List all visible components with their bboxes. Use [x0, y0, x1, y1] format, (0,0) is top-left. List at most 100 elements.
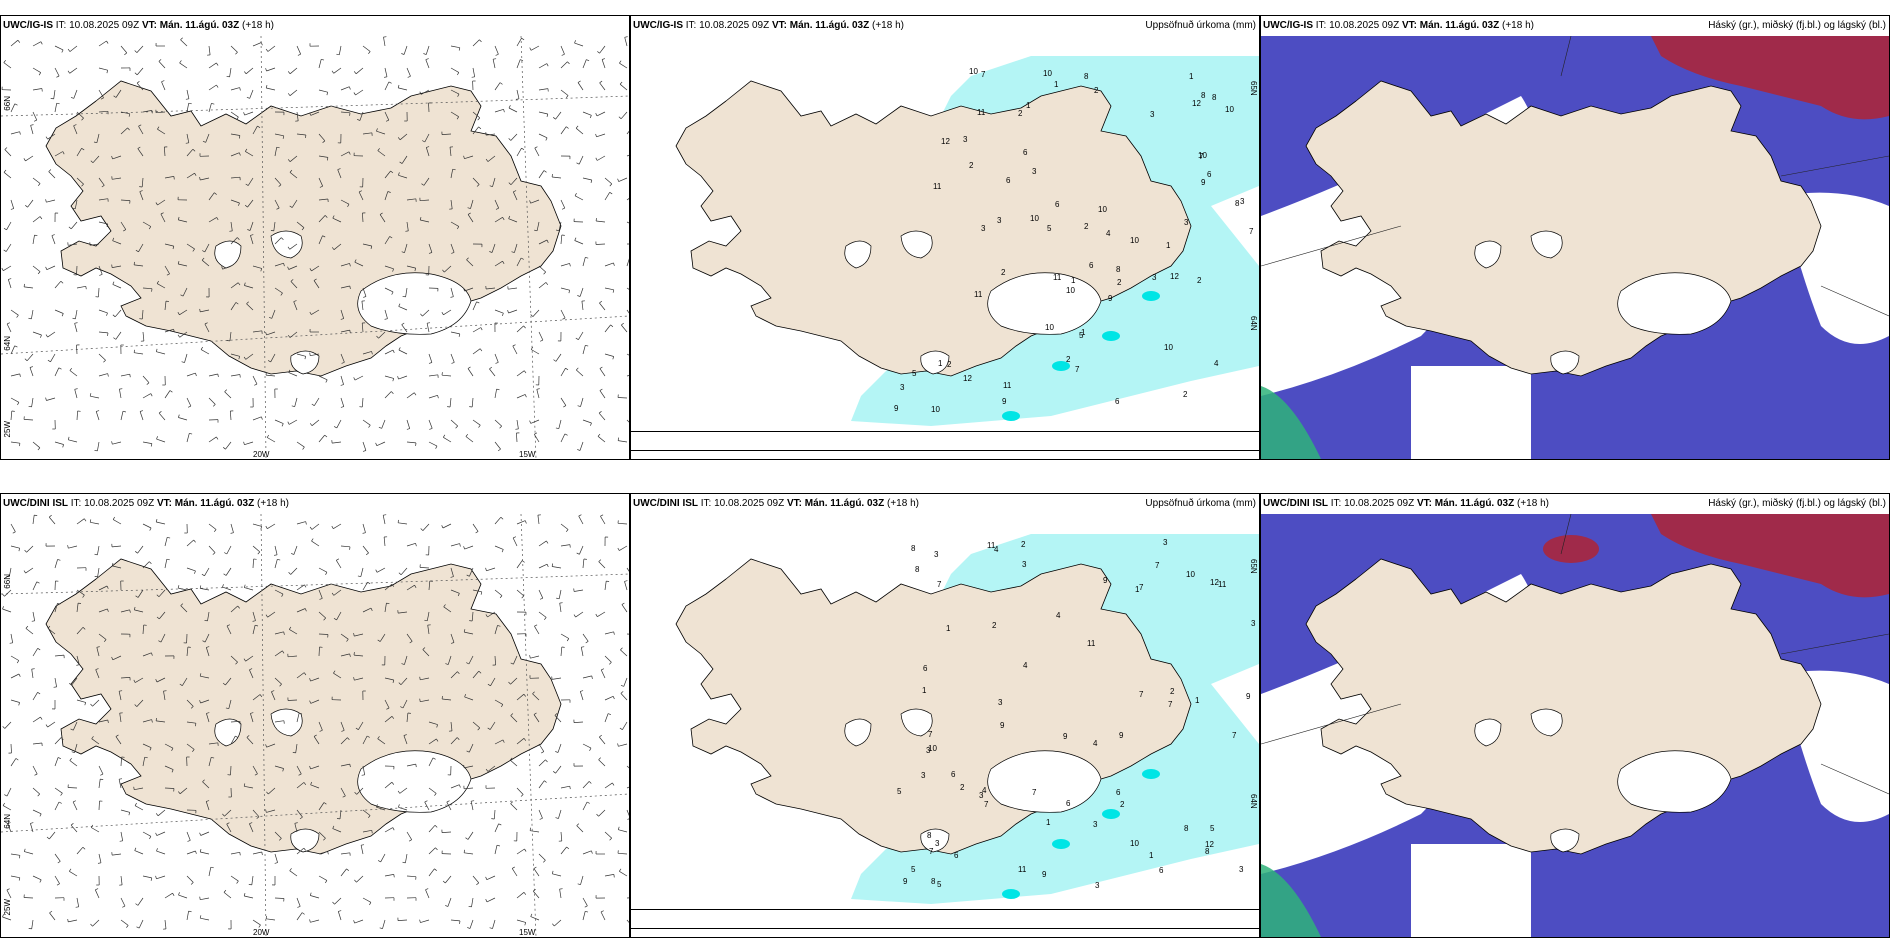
precip-value: 1	[1071, 276, 1076, 285]
iceland-land	[45, 558, 562, 855]
precip-value: 2	[1094, 86, 1099, 95]
precip-value: 3	[934, 550, 939, 559]
panel-title: UWC/IG-IS IT: 10.08.2025 09Z VT: Mán. 11…	[1263, 20, 1534, 31]
glacier-outline	[1474, 240, 1502, 269]
precip-value: 3	[1239, 865, 1244, 874]
precip-value: 10	[1043, 69, 1052, 78]
precip-value: 2	[1066, 355, 1071, 364]
precip-value: 10	[928, 744, 937, 753]
precip-value: 7	[1168, 700, 1173, 709]
precip-value: 10	[931, 405, 940, 414]
precip-value: 6	[954, 851, 959, 860]
glacier-outline	[920, 828, 950, 853]
precip-value: 7	[1249, 227, 1254, 236]
glacier-outline	[1617, 272, 1732, 335]
precip-value: 9	[1108, 294, 1113, 303]
precip-cell	[1142, 769, 1160, 779]
precip-value: 10	[1098, 205, 1107, 214]
glacier-outline	[987, 750, 1102, 813]
precip-value: 3	[1093, 820, 1098, 829]
precip-value: 4	[1023, 661, 1028, 670]
glacier-outline	[987, 272, 1102, 335]
precip-value: 8	[1205, 847, 1210, 856]
precip-value: 2	[1084, 222, 1089, 231]
lat-label-66n: 66N	[3, 574, 12, 589]
precip-cell	[1052, 361, 1070, 371]
precip-value: 5	[897, 787, 902, 796]
glacier-outline	[1550, 350, 1580, 375]
precip-value: 3	[1240, 197, 1245, 206]
cloud-title: Háský (gr.), miðský (fj.bl.) og lágský (…	[1708, 20, 1886, 31]
lon-label-15w: 15W	[519, 928, 536, 937]
lon-label-25w: 25W	[3, 421, 12, 438]
precip-value: 5	[912, 369, 917, 378]
precip-value: 8	[915, 565, 920, 574]
precip-value: 9	[1063, 732, 1068, 741]
precip-value: 9	[1201, 178, 1206, 187]
precip-value: 6	[1023, 148, 1028, 157]
precip-value: 3	[1150, 110, 1155, 119]
precip-value: 4	[1214, 359, 1219, 368]
precip-value: 2	[1117, 278, 1122, 287]
precip-value: 11	[1053, 273, 1062, 282]
precip-value: 11	[1018, 865, 1027, 874]
precip-value: 1	[1026, 101, 1031, 110]
precip-value: 2	[1170, 687, 1175, 696]
precip-value: 3	[1184, 218, 1189, 227]
precip-value: 7	[984, 800, 989, 809]
precip-value: 11	[987, 541, 996, 550]
precip-value: 1	[1149, 851, 1154, 860]
high-cloud-cover	[1543, 535, 1599, 563]
precip-value: 7	[1139, 583, 1144, 592]
precip-value: 9	[1246, 692, 1251, 701]
lon-label-20w: 20W	[253, 450, 270, 459]
precip-value: 6	[1207, 170, 1212, 179]
precip-value: 11	[1218, 580, 1227, 589]
precip-cell	[1102, 809, 1120, 819]
wind-panel-top: UWC/IG-IS IT: 10.08.2025 09Z VT: Mán. 11…	[0, 15, 630, 460]
precip-value: 8	[927, 831, 932, 840]
panel-title: UWC/IG-IS IT: 10.08.2025 09Z VT: Mán. 11…	[3, 20, 274, 31]
precip-value: 2	[969, 161, 974, 170]
cloud-panel-bottom: UWC/DINI ISL IT: 10.08.2025 09Z VT: Mán.…	[1260, 493, 1890, 938]
precip-value: 5	[1210, 824, 1215, 833]
glacier-outline	[1474, 718, 1502, 747]
precip-value: 7	[929, 847, 934, 856]
precip-value: 3	[1163, 538, 1168, 547]
precip-value: 3	[963, 135, 968, 144]
lat-label-64n: 64N	[3, 814, 12, 829]
precip-value: 3	[981, 224, 986, 233]
graticule	[1261, 514, 1889, 795]
precip-value: 10	[1066, 286, 1075, 295]
lat-label-64n: 64N	[1249, 316, 1258, 331]
precip-map: 1162349102121124881051110526107317233771…	[675, 56, 1259, 426]
precip-value: 9	[1103, 576, 1108, 585]
panel-title: UWC/DINI ISL IT: 10.08.2025 09Z VT: Mán.…	[1263, 498, 1549, 509]
precip-value: 2	[1197, 276, 1202, 285]
precip-value: 12	[1170, 272, 1179, 281]
precip-value: 10	[1130, 839, 1139, 848]
glacier-outline	[270, 230, 303, 259]
precip-value: 8	[1201, 91, 1206, 100]
precip-value: 7	[1232, 731, 1237, 740]
graticule	[1, 36, 629, 459]
glacier-outline	[270, 708, 303, 737]
precip-value: 3	[900, 383, 905, 392]
precip-value: 9	[903, 877, 908, 886]
precip-value: 1	[1166, 241, 1171, 250]
precip-value: 3	[1251, 619, 1256, 628]
glacier-outline	[214, 240, 242, 269]
precip-value: 12	[1205, 840, 1214, 849]
panel-title: UWC/DINI ISL IT: 10.08.2025 09Z VT: Mán.…	[3, 498, 289, 509]
precip-value: 3	[921, 771, 926, 780]
lat-label-65n: 65N	[1249, 559, 1258, 574]
precip-value: 10	[1130, 236, 1139, 245]
precip-values: 3476510291777111678285106793713631084124…	[897, 538, 1256, 890]
glacier-outline	[290, 350, 320, 375]
glacier-outline	[844, 718, 872, 747]
precip-value: 7	[928, 730, 933, 739]
precip-value: 3	[1032, 167, 1037, 176]
precip-value: 4	[1093, 739, 1098, 748]
panel-title: UWC/IG-IS IT: 10.08.2025 09Z VT: Mán. 11…	[633, 20, 904, 31]
precip-value: 2	[1021, 540, 1026, 549]
